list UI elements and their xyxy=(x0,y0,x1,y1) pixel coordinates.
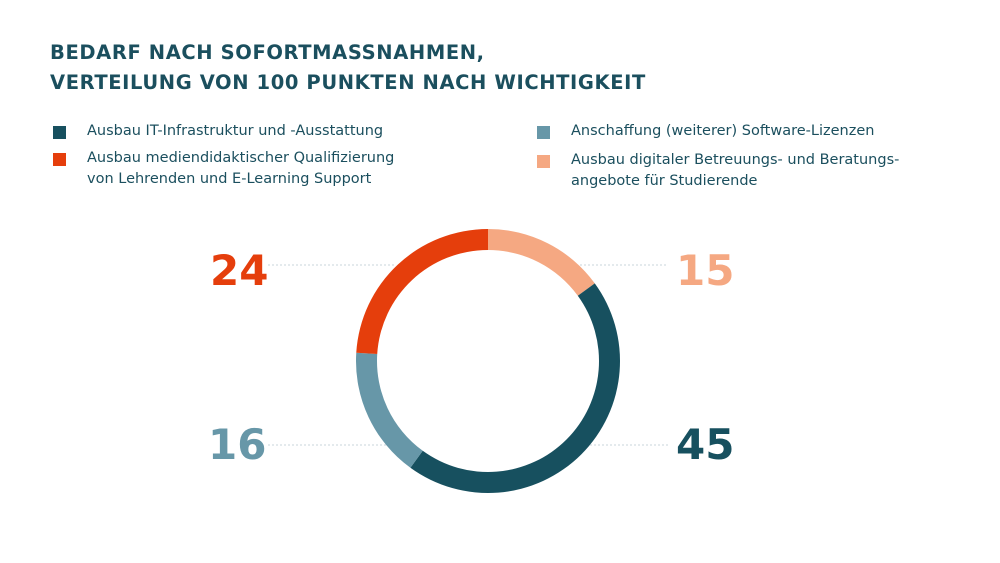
donut-slice-24 xyxy=(356,229,488,355)
title-line-1: BEDARF NACH SOFORTMASSNAHMEN, xyxy=(50,41,485,64)
legend-item-betreuung: Ausbau digitaler Betreuungs- und Beratun… xyxy=(537,150,900,192)
donut-slice-16 xyxy=(356,352,423,468)
legend-item-software: Anschaffung (weiterer) Software-Lizenzen xyxy=(537,121,875,142)
legend-label: Ausbau IT-Infrastruktur und -Ausstattung xyxy=(87,123,384,139)
legend-label: von Lehrenden und E-Learning Support xyxy=(87,171,372,187)
donut-slice-15 xyxy=(488,229,595,296)
legend-swatch xyxy=(53,153,66,166)
data-label-24: 24 xyxy=(210,246,269,295)
data-label-16: 16 xyxy=(208,420,267,469)
chart-title: BEDARF NACH SOFORTMASSNAHMEN, VERTEILUNG… xyxy=(50,38,646,98)
legend-label: angebote für Studierende xyxy=(571,173,758,189)
data-label-15: 15 xyxy=(676,246,735,295)
legend-label: Ausbau digitaler Betreuungs- und Beratun… xyxy=(571,152,900,168)
legend-label: Anschaffung (weiterer) Software-Lizenzen xyxy=(571,123,875,139)
donut-slice-45 xyxy=(410,283,620,493)
legend-swatch xyxy=(537,126,550,139)
legend-swatch xyxy=(53,126,66,139)
legend-label: Ausbau mediendidaktischer Qualifizierung xyxy=(87,150,395,166)
legend-swatch xyxy=(537,155,550,168)
data-label-45: 45 xyxy=(676,420,735,469)
title-line-2: VERTEILUNG VON 100 PUNKTEN NACH WICHTIGK… xyxy=(50,71,646,94)
legend-item-it-infrastruktur: Ausbau IT-Infrastruktur und -Ausstattung xyxy=(53,121,384,142)
legend-item-qualifizierung: Ausbau mediendidaktischer Qualifizierung… xyxy=(53,148,395,190)
